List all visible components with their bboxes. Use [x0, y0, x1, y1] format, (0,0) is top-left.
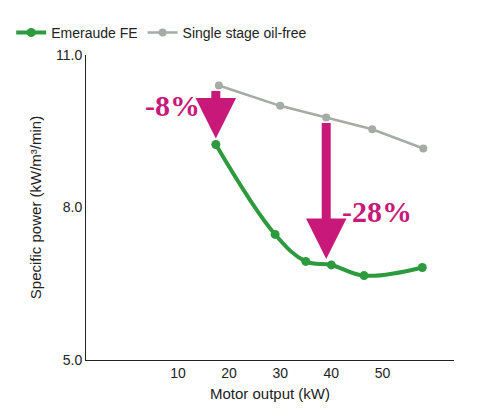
svg-text:Specific power (kW/m³/min): Specific power (kW/m³/min)	[27, 116, 44, 299]
svg-text:30: 30	[272, 365, 288, 381]
svg-text:-8%: -8%	[145, 89, 200, 122]
svg-text:10: 10	[170, 365, 186, 381]
svg-text:8.0: 8.0	[63, 199, 83, 215]
svg-text:50: 50	[375, 365, 391, 381]
svg-text:40: 40	[324, 365, 340, 381]
svg-text:11.0: 11.0	[56, 47, 82, 63]
svg-text:Single stage oil-free: Single stage oil-free	[183, 25, 307, 41]
svg-text:20: 20	[221, 365, 237, 381]
svg-text:-28%: -28%	[342, 195, 412, 228]
svg-text:Motor output (kW): Motor output (kW)	[210, 385, 330, 402]
svg-text:5.0: 5.0	[63, 352, 83, 368]
svg-text:Emeraude FE: Emeraude FE	[51, 25, 137, 41]
